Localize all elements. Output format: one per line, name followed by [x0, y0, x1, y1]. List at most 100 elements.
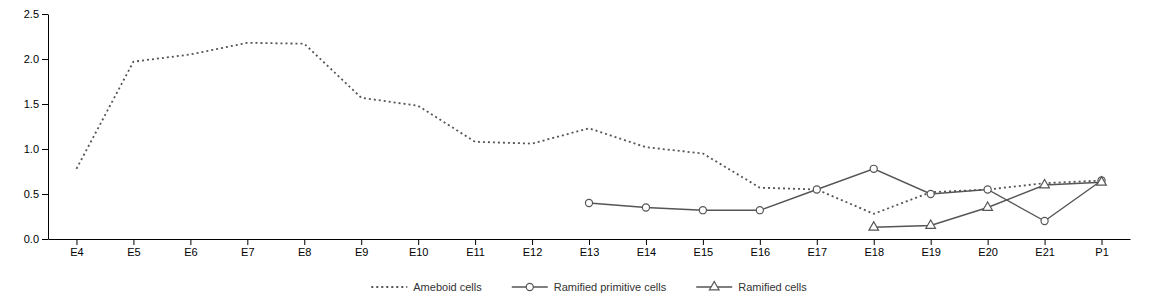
y-tick-label: 1.5 [24, 98, 39, 110]
x-tick: E10 [409, 239, 429, 258]
point [756, 207, 763, 214]
x-tick-mark [190, 239, 191, 245]
x-tick-mark [76, 239, 77, 245]
x-tick-label: E4 [70, 246, 83, 258]
legend: Ameboid cells Ramified primitive cells Ram… [371, 281, 807, 293]
x-tick-mark [304, 239, 305, 245]
y-tick-mark [42, 14, 48, 15]
y-tick-mark [42, 104, 48, 105]
point [1040, 179, 1050, 187]
x-tick: E15 [694, 239, 714, 258]
x-tick-label: E18 [864, 246, 884, 258]
x-tick: E11 [466, 239, 485, 258]
x-tick-label: E14 [637, 246, 657, 258]
x-tick-mark [703, 239, 704, 245]
point [870, 165, 877, 172]
y-tick: 1.5 [24, 98, 48, 110]
y-tick-label: 1.0 [24, 143, 39, 155]
x-tick-label: E5 [127, 246, 140, 258]
legend-label: Ramified primitive cells [554, 281, 667, 293]
chart: 0.00.51.01.52.02.5E4E5E6E7E8E9E10E11E12E… [0, 0, 1150, 303]
x-tick-label: E12 [523, 246, 543, 258]
y-tick: 2.0 [24, 53, 48, 65]
x-tick: E20 [978, 239, 998, 258]
legend-item: Ameboid cells [371, 281, 482, 293]
legend-swatch [371, 286, 407, 288]
legend-item: Ramified cells [696, 281, 807, 293]
legend-symbol [526, 283, 533, 290]
x-tick: E21 [1035, 239, 1055, 258]
legend-label: Ramified cells [738, 281, 807, 293]
y-tick-label: 2.0 [24, 53, 39, 65]
legend-symbol [709, 281, 719, 289]
y-tick-mark [42, 149, 48, 150]
x-tick: E6 [184, 239, 197, 258]
x-tick-mark [760, 239, 761, 245]
point [1097, 177, 1107, 185]
marks [76, 43, 1106, 230]
x-tick-label: E15 [694, 246, 714, 258]
point [984, 186, 991, 193]
y-tick: 0.0 [24, 233, 48, 245]
y-tick-mark [42, 194, 48, 195]
plot: 0.00.51.01.52.02.5E4E5E6E7E8E9E10E11E12E… [24, 8, 1131, 258]
series-line [874, 182, 1102, 227]
y-tick: 1.0 [24, 143, 48, 155]
x-tick-mark [988, 239, 989, 245]
x-tick: E16 [751, 239, 771, 258]
point [585, 199, 592, 206]
y-tick: 2.5 [24, 8, 48, 20]
y-tick-label: 0.5 [24, 188, 39, 200]
point [926, 220, 936, 228]
x-tick-mark [646, 239, 647, 245]
x-tick-label: E17 [808, 246, 828, 258]
x-tick-label: E16 [751, 246, 771, 258]
x-tick-label: E10 [409, 246, 429, 258]
x-tick-label: E7 [241, 246, 254, 258]
y-tick-mark [42, 239, 48, 240]
x-tick: E5 [127, 239, 140, 258]
x-tick: E13 [580, 239, 600, 258]
x-tick-mark [475, 239, 476, 245]
x-tick-label: E19 [921, 246, 941, 258]
y-axis: 0.0 0.5 1.0 1.5 2.0 2.5 [24, 8, 49, 245]
legend-item: Ramified primitive cells [512, 281, 667, 293]
legend-label: Ameboid cells [413, 281, 482, 293]
x-tick-label: E13 [580, 246, 600, 258]
point [699, 207, 706, 214]
x-tick-mark [133, 239, 134, 245]
y-axis-line [48, 15, 49, 240]
x-tick: E17 [808, 239, 828, 258]
point [1041, 217, 1048, 224]
x-tick: E12 [523, 239, 543, 258]
x-tick-mark [931, 239, 932, 245]
y-tick: 0.5 [24, 188, 48, 200]
point [927, 190, 934, 197]
x-tick-mark [247, 239, 248, 245]
x-tick-mark [532, 239, 533, 245]
x-tick-mark [1102, 239, 1103, 245]
y-tick-mark [42, 59, 48, 60]
x-tick: E4 [70, 239, 83, 258]
series-line [76, 43, 1101, 214]
x-tick: E9 [355, 239, 368, 258]
x-tick: P1 [1095, 239, 1108, 258]
x-tick: E8 [298, 239, 311, 258]
x-axis: E4 E5 E6 E7 E8 E9 E10 E11 E12 E13 E14 E15 E16 E17 E18 E… [49, 239, 1131, 258]
x-tick-label: E8 [298, 246, 311, 258]
x-tick-mark [1045, 239, 1046, 245]
point [642, 204, 649, 211]
chart-container: 0.00.51.01.52.02.5E4E5E6E7E8E9E10E11E12E… [0, 0, 1150, 303]
x-tick-label: E11 [466, 246, 485, 258]
x-tick-mark [418, 239, 419, 245]
y-tick-label: 0.0 [24, 233, 39, 245]
x-tick: E7 [241, 239, 254, 258]
x-tick-mark [817, 239, 818, 245]
x-tick: E19 [921, 239, 941, 258]
point [813, 186, 820, 193]
x-tick: E18 [864, 239, 884, 258]
x-tick-label: E6 [184, 246, 197, 258]
x-tick-label: E9 [355, 246, 368, 258]
x-tick-mark [874, 239, 875, 245]
x-tick-label: E21 [1035, 246, 1055, 258]
